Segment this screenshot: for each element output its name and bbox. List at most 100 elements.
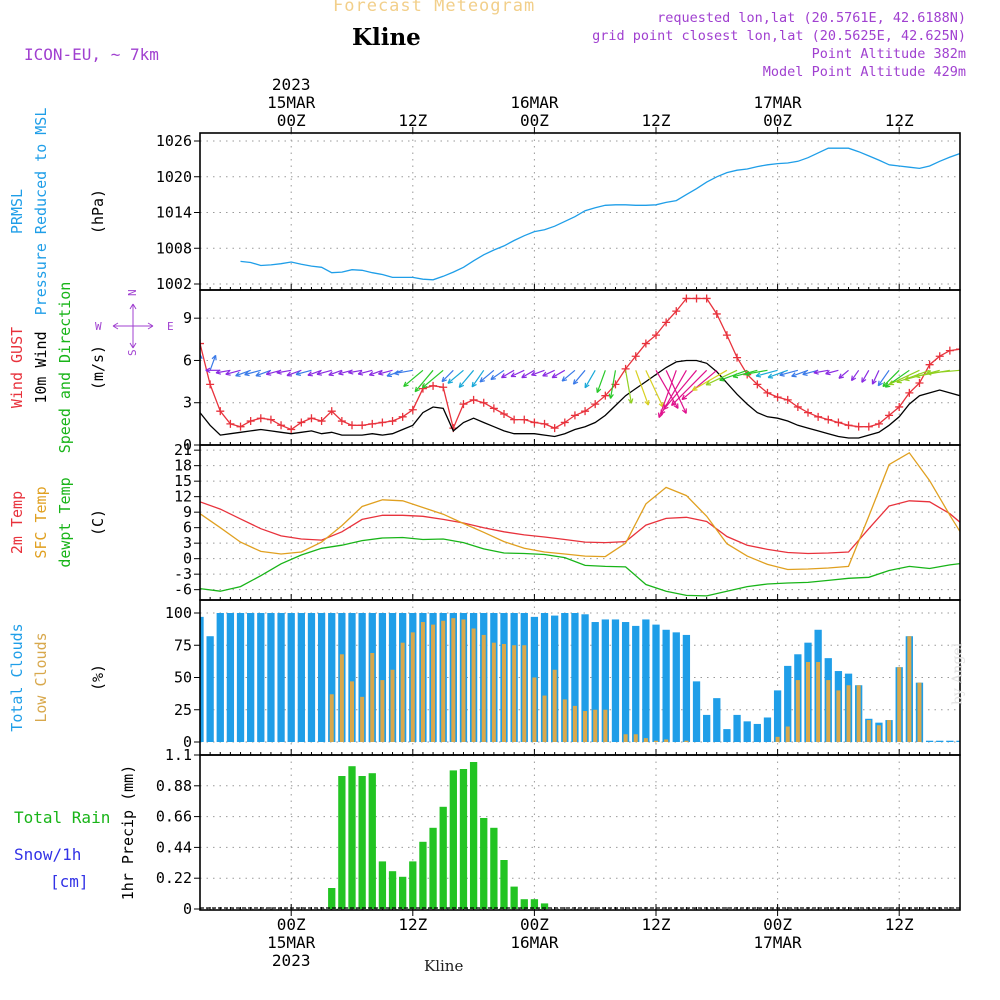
model-label: ICON-EU, ~ 7km xyxy=(24,45,159,64)
wind-direction-arrow xyxy=(572,369,586,385)
wind-y-tick-label: 0 xyxy=(183,436,192,454)
wind-direction-arrow xyxy=(358,369,373,375)
low-cloud-bar xyxy=(593,709,598,742)
pressure-y-tick-label: 1002 xyxy=(156,275,192,293)
wind-arrow-head xyxy=(393,370,400,376)
bottom-axis-label: 12Z xyxy=(885,915,914,934)
total-cloud-bar xyxy=(946,740,954,742)
chart-title: Forecast Meteogram xyxy=(333,0,536,16)
total-cloud-bar xyxy=(682,634,691,742)
footer-location: Kline xyxy=(424,957,464,975)
bottom-axis-label: 00Z xyxy=(763,915,792,934)
wind-arrow-head xyxy=(368,371,375,377)
wind-direction-arrow xyxy=(369,369,383,376)
rain-bar xyxy=(500,860,508,909)
gust-marker xyxy=(854,422,863,431)
wind-arrow-head xyxy=(458,382,465,388)
wind-gust-line xyxy=(200,297,960,431)
gust-marker xyxy=(317,417,326,426)
wind-direction-arrow xyxy=(645,370,664,408)
wind-direction-arrow xyxy=(625,370,633,404)
total-cloud-bar xyxy=(297,613,305,742)
wind-arrow-head xyxy=(205,367,211,374)
wind-arrow-head xyxy=(584,382,590,389)
wind-direction-arrow xyxy=(681,369,718,400)
gust-marker xyxy=(500,410,508,418)
gust-marker xyxy=(226,419,235,428)
gust-marker xyxy=(206,380,215,389)
temperature-y-tick-label: 0 xyxy=(183,550,192,568)
wind-direction-arrow xyxy=(490,369,505,380)
compass-east: E xyxy=(167,320,174,333)
gust-marker xyxy=(601,391,610,400)
wind-direction-arrow xyxy=(542,369,555,377)
wind-arrow-head xyxy=(926,370,932,376)
gust-marker xyxy=(277,421,286,430)
wind-direction-arrow xyxy=(295,369,312,376)
wind-arrow-head xyxy=(307,371,313,377)
compass-west: W xyxy=(95,320,102,333)
total-cloud-bar xyxy=(713,698,721,742)
gust-marker xyxy=(307,414,316,423)
precip-y-tick-label: 0.44 xyxy=(156,838,192,856)
wind-arrow-head xyxy=(825,370,831,376)
temperature-y-tick-label: -3 xyxy=(174,565,192,583)
total-cloud-bar xyxy=(307,613,316,742)
wind-arrow-head xyxy=(608,393,614,399)
rain-bar xyxy=(490,827,498,909)
pressure-side-label: Pressure Reduced to MSL xyxy=(32,108,50,316)
pressure-y-tick-label: 1020 xyxy=(156,168,192,186)
rain-bar xyxy=(510,886,518,909)
low-cloud-bar xyxy=(532,677,537,742)
gust-marker xyxy=(408,405,417,414)
wind-arrow-head xyxy=(338,370,344,376)
low-cloud-bar xyxy=(856,685,861,742)
low-cloud-bar xyxy=(390,669,395,742)
low-cloud-bar xyxy=(380,680,385,742)
wind-direction-arrow xyxy=(838,369,849,379)
temperature-y-tick-label: 21 xyxy=(174,441,192,459)
gust-marker xyxy=(662,318,671,327)
gust-marker xyxy=(672,307,681,316)
temperature-frame xyxy=(199,444,961,601)
low-cloud-bar xyxy=(441,620,446,742)
temperature-unit-label: (C) xyxy=(89,509,107,536)
wind-direction-arrow xyxy=(596,370,606,393)
temperature-side-label: SFC Temp xyxy=(32,486,50,558)
rain-bar xyxy=(328,888,336,909)
low-cloud-bar xyxy=(623,734,628,742)
precip-y-tick-label: 0 xyxy=(183,900,192,918)
wind-arrow-head xyxy=(561,376,568,382)
low-cloud-bar xyxy=(501,643,507,742)
wind-y-tick-label: 3 xyxy=(183,394,192,412)
wind-direction-arrow xyxy=(348,369,363,374)
temperature-y-tick-label: 6 xyxy=(183,519,192,537)
total-cloud-bar xyxy=(348,613,356,742)
total-cloud-bar xyxy=(540,613,549,742)
temperature-series xyxy=(200,451,960,597)
rain-bar xyxy=(378,861,387,909)
total-cloud-bar xyxy=(977,733,984,742)
wind-direction-arrow xyxy=(307,369,322,376)
wind-direction-arrow xyxy=(447,369,464,384)
low-cloud-bar xyxy=(684,740,689,742)
total-cloud-bar xyxy=(784,665,792,742)
low-cloud-bar xyxy=(897,667,902,742)
low-cloud-bar xyxy=(360,696,365,742)
total-cloud-bar xyxy=(247,613,255,742)
gridpoint-coords: grid point closest lon,lat (20.5625E, 42… xyxy=(592,28,966,44)
low-cloud-bar xyxy=(481,634,486,742)
total-cloud-bar xyxy=(277,613,285,742)
low-cloud-bar xyxy=(410,632,415,742)
wind-arrow-head xyxy=(348,369,354,375)
clouds-y-tick-label: 100 xyxy=(165,604,192,622)
gust-marker xyxy=(591,400,600,409)
gust-marker xyxy=(682,294,691,303)
rain-bar xyxy=(439,806,447,909)
precip-frame xyxy=(199,754,961,911)
wind-direction-arrow xyxy=(458,369,475,388)
wind-direction-arrow xyxy=(501,369,515,379)
wind-direction-arrow xyxy=(421,369,444,389)
rain-bar xyxy=(469,762,478,909)
low-cloud-bar xyxy=(826,680,831,742)
